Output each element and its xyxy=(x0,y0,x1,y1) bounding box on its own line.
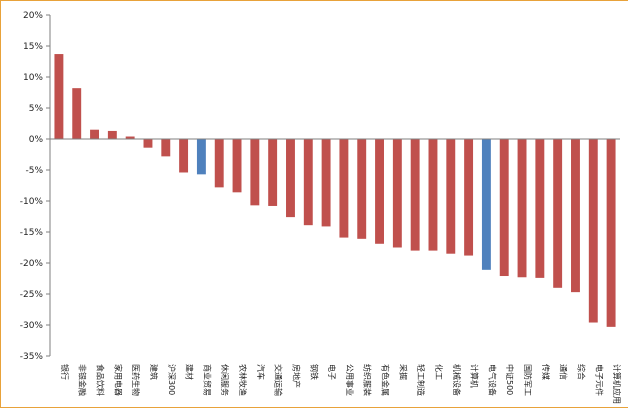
y-tick-label: -35% xyxy=(20,352,44,362)
x-tick-label: 休闲服务 xyxy=(220,364,230,396)
y-tick-label: -25% xyxy=(20,290,44,300)
y-tick-label: -20% xyxy=(20,259,44,269)
bar xyxy=(481,139,491,270)
bar xyxy=(588,139,598,323)
x-tick-label: 农林牧渔 xyxy=(238,364,248,396)
x-tick-label: 汽车 xyxy=(256,364,266,380)
x-tick-label: 机械设备 xyxy=(452,364,462,396)
bar xyxy=(143,139,153,148)
x-tick-label: 化工 xyxy=(434,364,444,380)
bar xyxy=(90,129,99,139)
x-tick-label: 纺织服装 xyxy=(363,364,373,396)
y-tick-label: 5% xyxy=(29,104,44,114)
bar xyxy=(250,139,260,206)
x-tick-label: 交通运输 xyxy=(274,364,284,396)
bar xyxy=(54,54,64,140)
bar xyxy=(357,139,367,239)
y-tick-label: 20% xyxy=(23,11,43,21)
bar xyxy=(339,139,349,238)
x-tick-label: 电气设备 xyxy=(487,364,497,396)
bar xyxy=(535,139,545,278)
x-tick-label: 国防军工 xyxy=(523,364,533,396)
bar xyxy=(571,139,580,293)
bar xyxy=(303,139,313,226)
y-tick-label: 15% xyxy=(23,42,43,52)
bar xyxy=(179,139,189,173)
bar xyxy=(446,139,456,254)
x-tick-label: 轻工制造 xyxy=(416,364,426,396)
x-tick-label: 综合 xyxy=(576,364,586,380)
x-tick-label: 医药生物 xyxy=(131,364,141,396)
bar xyxy=(196,139,206,175)
x-tick-label: 计算机应用 xyxy=(612,364,622,404)
bar xyxy=(321,139,331,227)
bar xyxy=(107,130,117,139)
bar xyxy=(268,139,278,206)
y-axis: 20% 15% 10% 5% 0% -5% -10% -15% -20% -25% -30% -35% xyxy=(20,11,50,362)
bar xyxy=(606,139,616,327)
bar xyxy=(125,136,135,139)
bar xyxy=(72,88,82,139)
bar xyxy=(499,139,509,277)
y-tick-label: -5% xyxy=(25,166,43,176)
bar xyxy=(410,139,420,251)
x-tick-label: 电子 xyxy=(327,364,337,380)
bar xyxy=(464,139,474,256)
x-tick-label: 采掘 xyxy=(398,364,408,380)
bar xyxy=(286,139,295,218)
bar xyxy=(517,139,527,278)
x-axis-labels: 银行 非银金融 食品饮料 家用电器 医药生物 建筑 沪深300 建材 商业贸易 休闲服务 农林牧渔汽… xyxy=(60,364,622,404)
x-tick-label: 通信 xyxy=(559,364,569,380)
x-tick-label: 建材 xyxy=(185,364,195,380)
x-tick-label: 电子元件 xyxy=(594,364,604,396)
x-tick-label: 公用事业 xyxy=(345,364,355,396)
x-tick-label: 中证500 xyxy=(505,364,515,395)
y-tick-label: 10% xyxy=(23,73,43,83)
bar xyxy=(214,139,224,188)
y-tick-label: -15% xyxy=(20,228,44,238)
x-tick-label: 商业贸易 xyxy=(202,364,212,396)
bars xyxy=(54,54,616,327)
x-tick-label: 传媒 xyxy=(541,364,551,380)
x-tick-label: 钢铁 xyxy=(309,364,319,380)
x-tick-label: 计算机 xyxy=(470,364,480,388)
bar xyxy=(161,139,171,157)
x-tick-label: 食品饮料 xyxy=(96,364,106,396)
x-tick-label: 家用电器 xyxy=(113,364,123,396)
x-tick-label: 非银金融 xyxy=(78,364,88,396)
bar xyxy=(375,139,384,244)
x-tick-label: 银行 xyxy=(60,364,70,380)
bar xyxy=(553,139,563,288)
bar xyxy=(232,139,242,193)
y-tick-label: -10% xyxy=(20,197,44,207)
y-tick-label: 0% xyxy=(29,135,44,145)
x-tick-label: 房地产 xyxy=(291,364,301,388)
bar xyxy=(428,139,438,251)
bar xyxy=(392,139,402,248)
x-tick-label: 建筑 xyxy=(149,364,159,380)
y-tick-label: -30% xyxy=(20,321,44,331)
x-tick-label: 沪深300 xyxy=(167,364,177,395)
x-tick-label: 有色金属 xyxy=(381,364,391,396)
